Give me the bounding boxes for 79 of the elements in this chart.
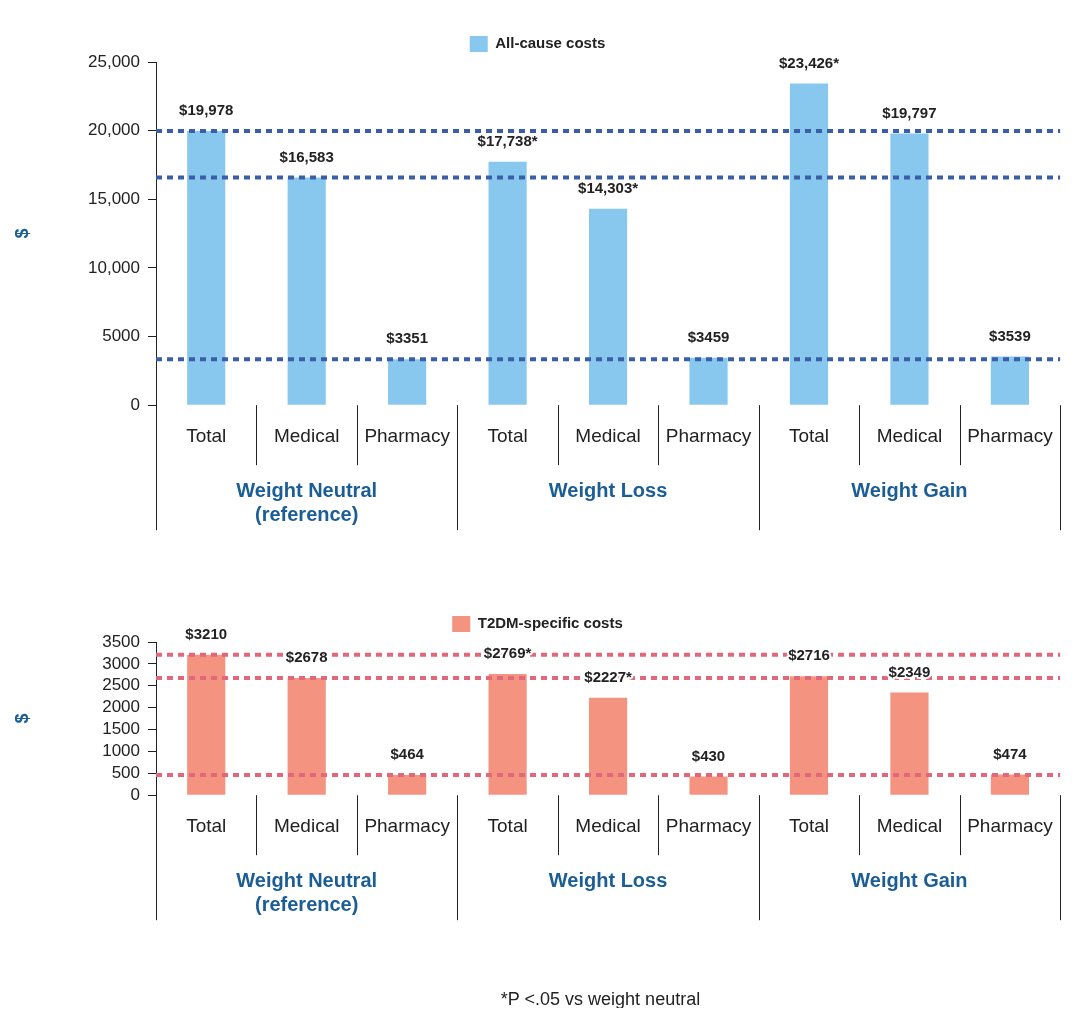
data-label: $2349 xyxy=(888,662,931,680)
bar xyxy=(990,774,1029,795)
bar xyxy=(890,692,929,795)
text: Weight Gain xyxy=(851,478,968,501)
bar xyxy=(588,208,628,405)
data-label: $2678 xyxy=(285,648,328,666)
y-tick-label: 1500 xyxy=(102,719,140,739)
data-label: $3459 xyxy=(687,327,730,345)
data-label: $430 xyxy=(691,746,726,764)
x-tick-label: Total xyxy=(788,424,830,446)
x-tick-label: Total xyxy=(487,424,528,446)
y-tick-label: 15,000 xyxy=(88,188,140,208)
x-tick-label: Pharmacy xyxy=(364,814,451,836)
y-tick-label: 1000 xyxy=(102,741,140,761)
bar xyxy=(388,774,427,795)
data-label: $2716 xyxy=(788,646,830,664)
y-tick-label: 3500 xyxy=(102,631,140,651)
y-tick-label: 25,000 xyxy=(88,51,140,71)
x-tick-label: Pharmacy xyxy=(967,814,1054,836)
bar xyxy=(187,654,226,795)
y-tick-label: 20,000 xyxy=(88,120,140,140)
y-tick-label: 500 xyxy=(111,763,140,782)
x-tick-label: Medical xyxy=(876,424,943,446)
text: Weight Loss xyxy=(548,868,668,891)
text: Weight Gain xyxy=(851,868,968,891)
y-axis-title: $ xyxy=(11,713,32,724)
data-label: $2227* xyxy=(584,667,632,685)
y-tick-label: 5000 xyxy=(102,326,140,346)
bar xyxy=(287,177,326,405)
x-tick-label: Medical xyxy=(575,424,641,446)
y-axis-title: $ xyxy=(11,228,32,239)
y-tick-label: 2000 xyxy=(102,697,140,717)
legend-label: T2DM-specific costs xyxy=(477,614,623,632)
text: Weight Neutral (reference) xyxy=(236,868,378,915)
bar xyxy=(789,676,829,795)
x-tick-label: Total xyxy=(186,424,227,446)
x-tick-label: Total xyxy=(788,814,830,836)
bar xyxy=(990,356,1029,405)
data-label: $464 xyxy=(390,745,425,763)
data-label: $23,426* xyxy=(778,53,840,71)
data-label: $14,303* xyxy=(578,178,639,196)
data-label: $474 xyxy=(993,744,1028,762)
x-tick-label: Medical xyxy=(575,814,641,836)
x-tick-label: Pharmacy xyxy=(665,424,752,446)
data-label: $16,583 xyxy=(279,147,334,165)
bar xyxy=(187,130,226,405)
data-label: $3351 xyxy=(386,329,429,347)
x-tick-label: Pharmacy xyxy=(665,814,752,836)
data-label: $19,978 xyxy=(179,101,234,119)
bar xyxy=(488,674,527,795)
y-tick-label: 0 xyxy=(130,784,140,804)
bar xyxy=(388,359,427,405)
y-tick-label: 10,000 xyxy=(88,257,140,277)
x-tick-label: Pharmacy xyxy=(364,424,451,446)
bar xyxy=(488,161,527,405)
x-tick-label: Total xyxy=(487,814,528,836)
bar xyxy=(287,677,326,795)
bar xyxy=(789,83,829,405)
data-label: $19,797 xyxy=(882,103,937,121)
data-label: $3210 xyxy=(185,624,228,642)
x-tick-label: Medical xyxy=(876,814,943,836)
bar xyxy=(588,697,628,795)
data-label: $17,738* xyxy=(477,131,538,149)
x-tick-label: Pharmacy xyxy=(967,424,1054,446)
x-tick-label: Medical xyxy=(273,814,340,836)
bar xyxy=(890,133,929,405)
bar xyxy=(689,776,728,795)
y-tick-label: 0 xyxy=(130,394,140,414)
data-label: $2769* xyxy=(483,644,532,662)
text: Weight Loss xyxy=(548,478,668,501)
bar xyxy=(689,357,728,405)
data-label: $3539 xyxy=(989,326,1031,344)
y-tick-label: 3000 xyxy=(102,653,140,673)
x-tick-label: Total xyxy=(186,814,227,836)
legend-label: All-cause costs xyxy=(495,34,606,52)
text: Weight Neutral (reference) xyxy=(236,478,378,525)
text: *P <.05 vs weight neutral xyxy=(500,988,701,1009)
x-tick-label: Medical xyxy=(273,424,340,446)
y-tick-label: 2500 xyxy=(102,675,140,695)
